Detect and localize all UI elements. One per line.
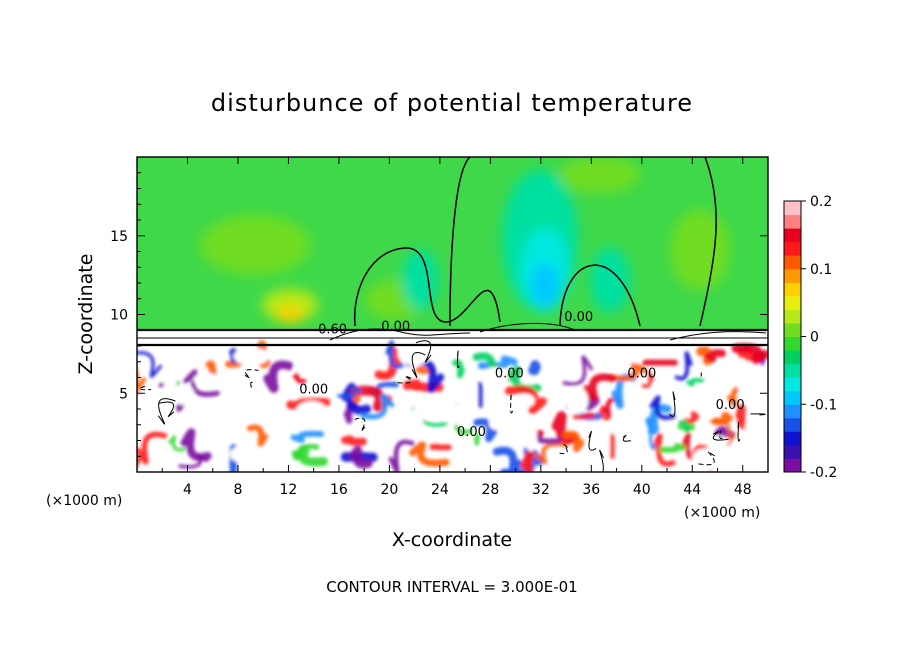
colorbar-swatch [784,309,801,324]
colorbar-swatch [784,295,801,310]
colorbar-ticks: 0.2 0.1 0 -0.1 -0.2 [801,194,837,481]
colorbar-tick-label: -0.2 [810,465,837,481]
colorbar-swatch [784,201,801,216]
y-axis-label: Z-coordinate [75,254,97,375]
contour-label: 0.60 [318,322,347,337]
colorbar-swatch [784,404,801,419]
colorbar-swatch [784,322,801,337]
x-tick-label: 28 [481,482,499,498]
contour-label: 0.00 [299,382,328,397]
colorbar-swatch [784,417,801,432]
colorbar-swatch [784,214,801,229]
x-tick-label: 24 [431,482,449,498]
chart-title: disturbunce of potential temperature [211,89,693,117]
colorbar-swatch [784,268,801,283]
contour-label: 0.00 [381,319,410,334]
colorbar-swatch [784,350,801,365]
colorbar-swatch [784,363,801,378]
colorbar-swatches [784,201,801,473]
upper-layer-anomalies [200,157,730,323]
y-tick-label: 5 [119,386,128,402]
x-tick-label: 44 [683,482,701,498]
x-tick-label: 16 [330,482,348,498]
x-unit-label-left: (×1000 m) [46,493,122,509]
colorbar-swatch [784,431,801,446]
heatmap-field [137,157,768,472]
colorbar-swatch [784,390,801,405]
x-tick-label: 36 [582,482,600,498]
contour-label: 0.00 [457,425,486,440]
contour-lines [137,157,768,472]
colorbar-swatch [784,228,801,243]
colorbar-swatch [784,241,801,256]
contour-label: 0.00 [716,398,745,413]
contour-interval-note: CONTOUR INTERVAL = 3.000E-01 [326,578,577,596]
colorbar-swatch [784,255,801,270]
colorbar-swatch [784,458,801,473]
colorbar-swatch [784,444,801,459]
x-tick-label: 8 [233,482,242,498]
colorbar-tick-label: -0.1 [810,397,837,413]
x-tick-label: 48 [734,482,752,498]
lower-layer-turbulence [137,340,768,472]
colorbar-tick-label: 0 [810,330,819,346]
x-axis-label: X-coordinate [392,529,512,551]
colorbar: 0.2 0.1 0 -0.1 -0.2 [783,194,837,481]
y-tick-label: 10 [110,308,128,324]
y-tick-label: 15 [110,229,128,245]
x-tick-label: 32 [532,482,550,498]
colorbar-swatch [784,377,801,392]
x-unit-label-right: (×1000 m) [684,505,760,521]
contour-label: 0.00 [495,367,524,382]
colorbar-tick-label: 0.2 [810,194,832,210]
contour-labels: 0.60 0.00 0.00 0.00 0.00 0.00 0.00 0.00 [299,310,744,440]
colorbar-swatch [784,336,801,351]
x-tick-label: 20 [380,482,398,498]
x-tick-label: 12 [280,482,298,498]
x-tick-label: 40 [633,482,651,498]
y-axis: 5 10 15 [110,172,768,457]
x-axis: 4 8 12 16 20 24 28 32 36 40 44 48 [161,157,752,498]
contour-label: 0.00 [627,367,656,382]
x-tick-label: 4 [183,482,192,498]
colorbar-tick-label: 0.1 [810,262,832,278]
colorbar-swatch [784,282,801,297]
contour-label: 0.00 [564,310,593,325]
